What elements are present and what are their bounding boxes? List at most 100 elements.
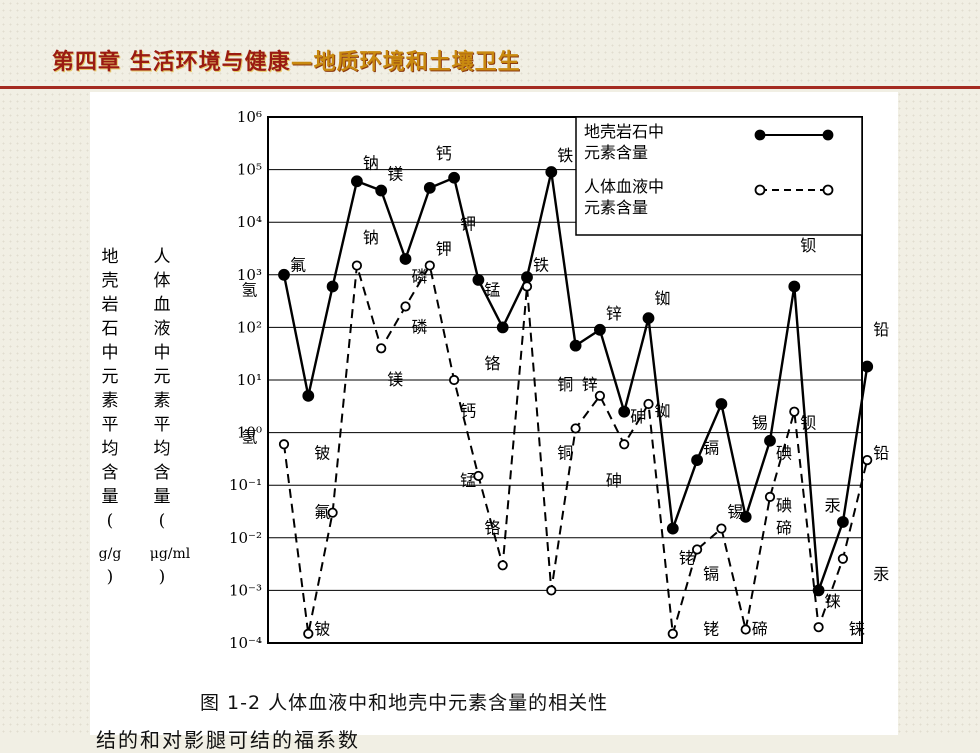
y-tick-label: 10⁻¹ [229, 476, 262, 494]
y-axis-title-right-char: 量 [154, 487, 171, 507]
element-label: 钙 [460, 402, 476, 421]
blood-point [351, 260, 362, 271]
blood-point [546, 585, 557, 596]
element-label: 钠 [363, 154, 379, 173]
y-tick-label: 10⁰ [237, 424, 262, 442]
y-axis-title-right-char: 人 [154, 247, 171, 267]
element-label: 铍 [314, 444, 330, 463]
crust-point [496, 321, 509, 334]
blood-point [327, 507, 338, 518]
element-label: 铜 [557, 444, 573, 463]
y-axis-title-left-char: 元 [102, 367, 119, 387]
blood-point [764, 491, 776, 502]
y-axis-title-right-char: μg/ml [150, 546, 191, 562]
crust-point [302, 389, 315, 402]
y-axis-title-left-char: 平 [102, 415, 119, 435]
element-label: 镉 [703, 438, 719, 457]
header-divider [0, 86, 980, 89]
element-label: 汞 [873, 565, 889, 584]
legend-label: 地壳岩石中 [584, 122, 664, 141]
y-tick-label: 10⁶ [237, 108, 262, 126]
element-label: 钾 [436, 240, 452, 259]
y-axis-title-right-char: ( [159, 511, 166, 531]
y-axis-title-right-char: 血 [154, 295, 171, 315]
crust-point [812, 584, 825, 597]
blood-point [862, 455, 873, 466]
cut-off-text-line: 结的和对影腿可结的福系数 [96, 728, 360, 752]
element-label: 砷 [606, 471, 622, 490]
crust-point [375, 184, 388, 197]
y-axis-title-right-char: 中 [154, 343, 171, 363]
y-tick-label: 10⁻² [229, 529, 262, 547]
y-axis-title-left-char: 岩 [102, 295, 119, 315]
blood-point [473, 470, 484, 482]
legend-label: 人体血液中 [584, 177, 664, 196]
y-axis-title-right-char: 体 [154, 271, 171, 291]
crust-point [642, 312, 655, 325]
y-tick-label: 10¹ [237, 371, 262, 389]
y-tick-label: 10⁴ [237, 213, 262, 231]
crust-point [350, 175, 363, 188]
element-label: 铬 [484, 354, 500, 373]
blood-point [594, 390, 605, 401]
element-label: 锰 [484, 281, 500, 300]
y-axis-title-left-char: 量 [102, 487, 119, 507]
blood-point [448, 374, 460, 386]
y-tick-label: 10⁻³ [229, 581, 262, 599]
element-label: 锌 [582, 375, 598, 394]
element-label: 氟 [290, 256, 306, 275]
blood-point [521, 281, 533, 292]
y-axis-title-right-char: ) [159, 567, 166, 587]
element-label: 碘 [776, 444, 792, 463]
y-axis-title-left-char: 中 [102, 343, 119, 363]
element-label: 镁 [387, 370, 403, 389]
chapter-title: 第四章 生活环境与健康 [52, 50, 291, 75]
element-label: 钙 [436, 144, 452, 163]
crust-point [326, 280, 339, 293]
element-label: 锌 [606, 304, 622, 323]
element-label: 铷 [654, 289, 670, 308]
element-label: 锰 [460, 471, 476, 490]
element-label: 碲 [752, 620, 768, 639]
legend-marker [754, 129, 766, 141]
element-label: 铼 [825, 592, 841, 611]
crust-point [861, 360, 874, 373]
crust-point [666, 522, 679, 535]
element-label: 钡 [800, 413, 816, 432]
blood-point [691, 544, 703, 555]
y-tick-label: 10³ [237, 266, 262, 284]
element-label: 铷 [654, 402, 670, 421]
element-label: 铅 [873, 444, 889, 463]
crust-point [739, 510, 752, 523]
element-label: 汞 [825, 496, 841, 515]
legend-marker [822, 184, 834, 196]
y-axis-title-left-char: 素 [102, 391, 119, 411]
element-label: 镁 [387, 165, 403, 184]
legend-label: 元素含量 [584, 143, 648, 162]
element-label: 铼 [849, 620, 865, 639]
blood-point [789, 406, 800, 417]
element-label: 碲 [776, 519, 792, 538]
element-label: 氢 [241, 428, 257, 447]
element-label: 锡 [727, 503, 743, 522]
chapter-subtitle: —地质环境和土壤卫生 [290, 50, 521, 75]
blood-point [813, 622, 824, 633]
crust-point [618, 405, 631, 418]
element-label: 钾 [460, 215, 476, 234]
crust-point [788, 280, 801, 293]
element-label: 锡 [752, 413, 768, 432]
y-tick-label: 10² [237, 318, 262, 336]
element-content-chart: 10⁶10⁵10⁴10³10²10¹10⁰10⁻¹10⁻²10⁻³10⁻⁴钠镁钙… [99, 108, 890, 652]
y-tick-label: 10⁵ [237, 161, 262, 179]
crust-point [521, 271, 533, 284]
y-axis-title-right-char: 均 [154, 439, 171, 459]
element-label: 铑 [679, 549, 695, 568]
y-axis-title-right-char: 含 [154, 463, 171, 483]
element-label: 铍 [314, 620, 330, 639]
crust-point [399, 253, 412, 265]
y-axis-title-left-char: ) [107, 567, 114, 587]
element-label: 钠 [363, 228, 379, 247]
crust-point [569, 339, 582, 352]
element-label: 碘 [776, 496, 792, 515]
figure-caption: 图 1-2 人体血液中和地壳中元素含量的相关性 [200, 692, 609, 714]
